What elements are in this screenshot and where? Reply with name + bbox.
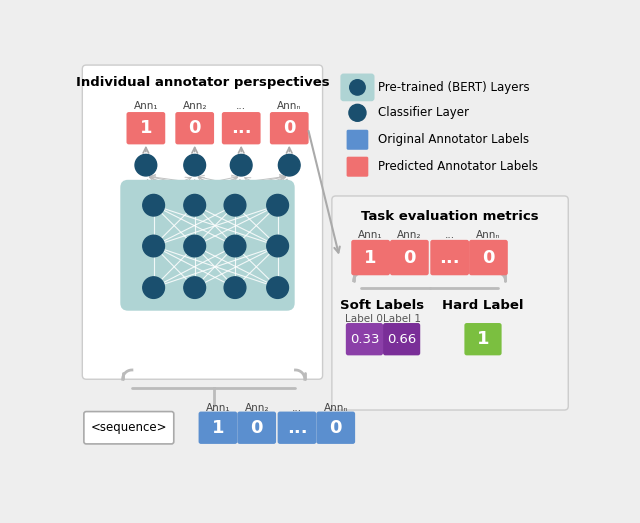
Text: 0: 0 (188, 119, 201, 137)
Text: 0: 0 (250, 419, 263, 437)
Text: Hard Label: Hard Label (442, 299, 524, 312)
FancyBboxPatch shape (351, 240, 390, 275)
Circle shape (143, 235, 164, 257)
Text: Soft Labels: Soft Labels (340, 299, 424, 312)
Circle shape (135, 154, 157, 176)
Text: Classifier Layer: Classifier Layer (378, 106, 468, 119)
Text: 0.33: 0.33 (349, 333, 379, 346)
FancyBboxPatch shape (237, 412, 276, 444)
Text: 1: 1 (140, 119, 152, 137)
FancyBboxPatch shape (222, 112, 260, 144)
Text: ...: ... (287, 419, 307, 437)
Circle shape (278, 154, 300, 176)
FancyBboxPatch shape (347, 130, 368, 150)
Circle shape (184, 154, 205, 176)
FancyBboxPatch shape (278, 412, 316, 444)
Circle shape (267, 277, 289, 299)
Text: 0: 0 (482, 248, 495, 267)
FancyBboxPatch shape (120, 180, 294, 311)
Text: Ann₁: Ann₁ (358, 230, 383, 240)
Text: Ann₁: Ann₁ (205, 403, 230, 414)
Text: 0: 0 (403, 248, 415, 267)
Text: Annₙ: Annₙ (277, 101, 301, 111)
FancyBboxPatch shape (332, 196, 568, 410)
Circle shape (349, 79, 365, 95)
FancyBboxPatch shape (383, 323, 420, 355)
Text: ...: ... (440, 248, 460, 267)
Text: Annₙ: Annₙ (323, 403, 348, 414)
Text: Ann₂: Ann₂ (244, 403, 269, 414)
Text: ...: ... (236, 101, 246, 111)
FancyBboxPatch shape (340, 74, 374, 101)
Circle shape (184, 235, 205, 257)
Text: Ann₂: Ann₂ (397, 230, 422, 240)
Text: ...: ... (292, 403, 302, 414)
Text: Ann₁: Ann₁ (134, 101, 158, 111)
Text: Annₙ: Annₙ (476, 230, 500, 240)
Text: 0.66: 0.66 (387, 333, 416, 346)
Circle shape (143, 195, 164, 216)
FancyBboxPatch shape (316, 412, 355, 444)
FancyBboxPatch shape (469, 240, 508, 275)
Circle shape (143, 277, 164, 299)
Circle shape (224, 277, 246, 299)
FancyBboxPatch shape (84, 412, 174, 444)
Text: Task evaluation metrics: Task evaluation metrics (361, 210, 539, 223)
FancyBboxPatch shape (83, 65, 323, 379)
Text: 0: 0 (330, 419, 342, 437)
Circle shape (267, 195, 289, 216)
Text: Predicted Annotator Labels: Predicted Annotator Labels (378, 160, 538, 173)
Text: Pre-trained (BERT) Layers: Pre-trained (BERT) Layers (378, 81, 529, 94)
FancyBboxPatch shape (127, 112, 165, 144)
Circle shape (349, 105, 366, 121)
Text: ...: ... (445, 230, 455, 240)
Text: Ann₂: Ann₂ (182, 101, 207, 111)
Text: ...: ... (231, 119, 252, 137)
Text: Individual annotator perspectives: Individual annotator perspectives (76, 76, 329, 89)
FancyBboxPatch shape (465, 323, 502, 355)
Text: 0: 0 (283, 119, 296, 137)
FancyBboxPatch shape (175, 112, 214, 144)
Circle shape (184, 277, 205, 299)
Text: 1: 1 (212, 419, 224, 437)
Text: <sequence>: <sequence> (91, 421, 167, 434)
Circle shape (230, 154, 252, 176)
Text: 1: 1 (477, 330, 489, 348)
FancyBboxPatch shape (347, 157, 368, 177)
Text: Label 1: Label 1 (383, 314, 420, 324)
Text: Label 0: Label 0 (346, 314, 383, 324)
Circle shape (224, 235, 246, 257)
Circle shape (267, 235, 289, 257)
Text: 1: 1 (364, 248, 377, 267)
FancyBboxPatch shape (346, 323, 383, 355)
FancyBboxPatch shape (270, 112, 308, 144)
FancyBboxPatch shape (390, 240, 429, 275)
Circle shape (224, 195, 246, 216)
FancyBboxPatch shape (198, 412, 237, 444)
Text: Original Annotator Labels: Original Annotator Labels (378, 133, 529, 146)
Circle shape (184, 195, 205, 216)
FancyBboxPatch shape (430, 240, 469, 275)
